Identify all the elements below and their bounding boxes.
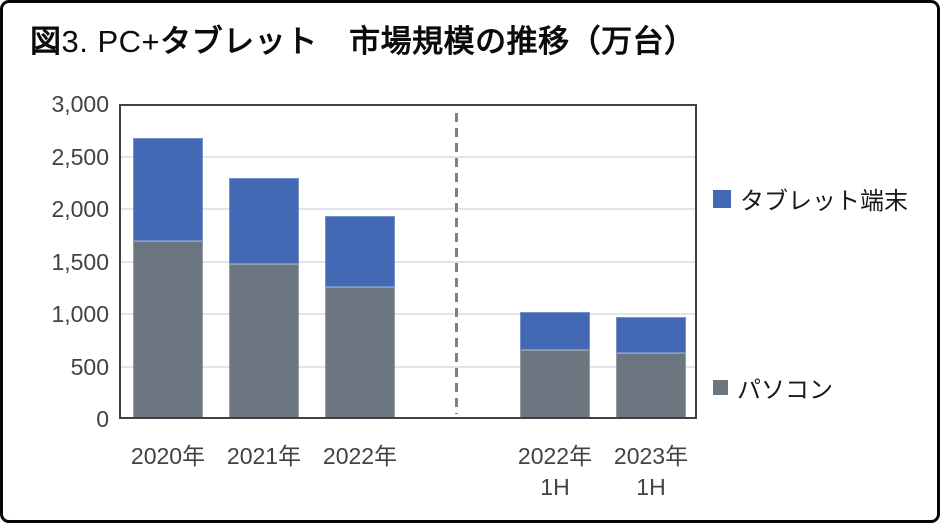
x-tick-line: 2022年: [517, 443, 593, 469]
x-tick-label: 2022年 1H: [500, 441, 610, 503]
plot-area: [119, 104, 697, 419]
x-tick-label: 2020年: [113, 441, 223, 472]
bar-segment-pc-2022年 1H: [520, 350, 590, 419]
gridline-1500: [119, 260, 697, 263]
legend-item-pc: パソコン: [713, 370, 833, 405]
y-tick-label: 2,500: [51, 143, 109, 170]
gridline-1000: [119, 313, 697, 315]
figure-title-part3: タブレット 市場規模の推移（万台）: [160, 24, 696, 59]
x-tick-label: 2023年 1H: [596, 441, 706, 503]
y-tick-label: 1,500: [51, 248, 109, 275]
x-tick-line: 2023年: [613, 443, 689, 469]
gridline-2500: [119, 155, 697, 158]
bar-segment-tablet-2022年: [325, 216, 395, 288]
bar-segment-tablet-2023年 1H: [616, 316, 686, 353]
period-divider-dashed-line: [455, 113, 458, 414]
y-tick-label: 1,000: [51, 301, 109, 327]
gridline-2000: [119, 208, 697, 210]
x-tick-label: 2021年: [209, 441, 319, 472]
bar-segment-tablet-2022年 1H: [520, 312, 590, 351]
x-tick-line: 1H: [540, 474, 570, 500]
y-tick-label: 500: [70, 353, 109, 380]
x-tick-line: 1H: [636, 474, 666, 500]
x-tick-line: 2020年: [130, 443, 206, 469]
bar-segment-pc-2023年 1H: [616, 352, 686, 419]
bar-segment-pc-2020年: [133, 240, 203, 419]
y-tick-label: 2,000: [51, 196, 109, 222]
legend-swatch-pc: [713, 380, 728, 395]
figure-title: 図3. PC+タブレット 市場規模の推移（万台）: [30, 24, 696, 60]
gridline-500: [119, 365, 697, 368]
figure-title-part1: 図: [30, 24, 62, 59]
y-tick-label: 0: [96, 406, 109, 432]
bar-segment-tablet-2020年: [133, 138, 203, 241]
figure-title-part2: 3. PC+: [61, 24, 161, 59]
bar-segment-pc-2022年: [325, 287, 395, 419]
x-tick-line: 2021年: [226, 443, 302, 469]
legend-label-tablet: タブレット端末: [740, 188, 908, 215]
bar-segment-pc-2021年: [229, 263, 299, 419]
y-tick-label: 3,000: [51, 91, 109, 117]
legend-label-pc: パソコン: [737, 377, 833, 404]
x-tick-line: 2022年: [322, 443, 398, 469]
bar-segment-tablet-2021年: [229, 178, 299, 264]
legend-item-tablet: タブレット端末: [713, 181, 908, 216]
x-tick-label: 2022年: [305, 441, 415, 472]
legend-swatch-tablet: [713, 189, 731, 208]
